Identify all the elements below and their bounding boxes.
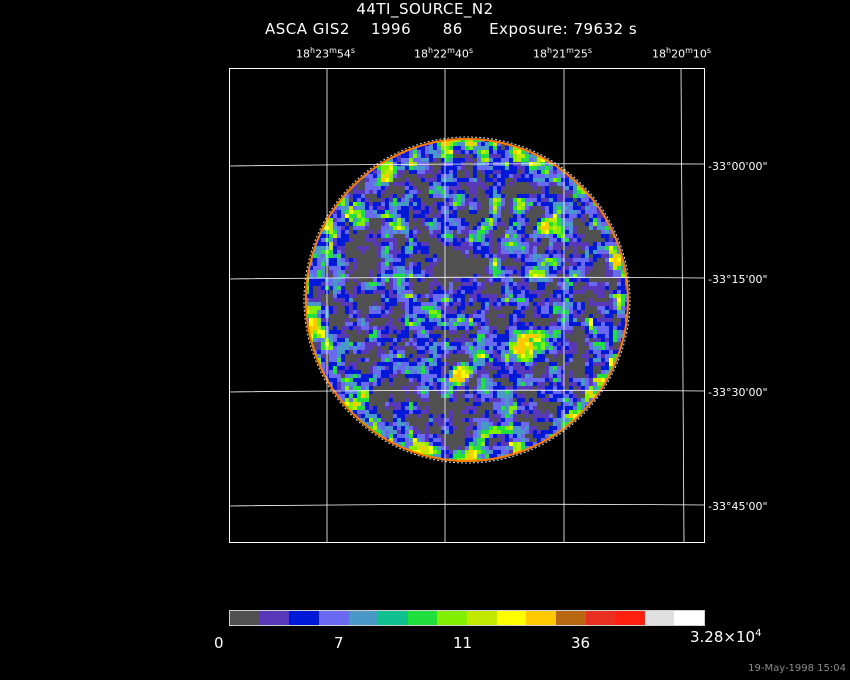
grid-dec-4 bbox=[229, 503, 705, 507]
colorbar-swatch bbox=[318, 611, 349, 625]
object-title: 44TI_SOURCE_N2 bbox=[356, 0, 494, 18]
colorbar-swatch bbox=[644, 611, 675, 625]
colorbar-label-max: 3.28×104 bbox=[690, 628, 762, 646]
field-edge-ring bbox=[305, 138, 629, 462]
colorbar-swatch bbox=[496, 611, 527, 625]
plot-frame bbox=[229, 68, 705, 543]
colorbar-swatch bbox=[585, 611, 616, 625]
grid-dec-3 bbox=[229, 389, 705, 393]
colorbar-swatch bbox=[289, 611, 319, 625]
colorbar-label-2: 11 bbox=[453, 634, 473, 652]
dec-label-1: -33°00'00" bbox=[708, 160, 768, 173]
colorbar-swatch bbox=[674, 611, 704, 625]
xray-image-plot bbox=[229, 68, 705, 543]
observation-info: ASCA GIS2 1996 86 Exposure: 79632 s bbox=[265, 20, 638, 38]
timestamp: 19-May-1998 15:04 bbox=[748, 663, 846, 674]
ra-label-1: 18h23m54s bbox=[296, 46, 356, 61]
colorbar-swatch bbox=[615, 611, 645, 625]
grid-dec-1 bbox=[229, 163, 705, 167]
colorbar-swatch bbox=[467, 611, 497, 625]
grid-ra-4 bbox=[680, 68, 685, 543]
colorbar-swatch bbox=[378, 611, 408, 625]
colorbar-label-0: 0 bbox=[214, 634, 224, 652]
colorbar-swatch bbox=[259, 611, 290, 625]
colorbar-swatch bbox=[526, 611, 556, 625]
colorbar-label-3: 36 bbox=[571, 634, 591, 652]
colorbar-swatch bbox=[437, 611, 467, 625]
ra-label-2: 18h22m40s bbox=[414, 46, 474, 61]
grid-dec-2 bbox=[229, 276, 705, 280]
dec-label-2: -33°15'00" bbox=[708, 273, 768, 286]
colorbar-swatch bbox=[230, 611, 260, 625]
colorbar bbox=[229, 610, 705, 626]
field-edge-outer bbox=[303, 136, 631, 464]
colorbar-swatch bbox=[407, 611, 438, 625]
colorbar-swatch bbox=[348, 611, 379, 625]
dec-label-3: -33°30'00" bbox=[708, 386, 768, 399]
ra-label-4: 18h20m10s bbox=[652, 46, 712, 61]
colorbar-swatch bbox=[555, 611, 586, 625]
dec-label-4: -33°45'00" bbox=[708, 500, 768, 513]
colorbar-label-1: 7 bbox=[334, 634, 344, 652]
ra-label-3: 18h21m25s bbox=[533, 46, 593, 61]
